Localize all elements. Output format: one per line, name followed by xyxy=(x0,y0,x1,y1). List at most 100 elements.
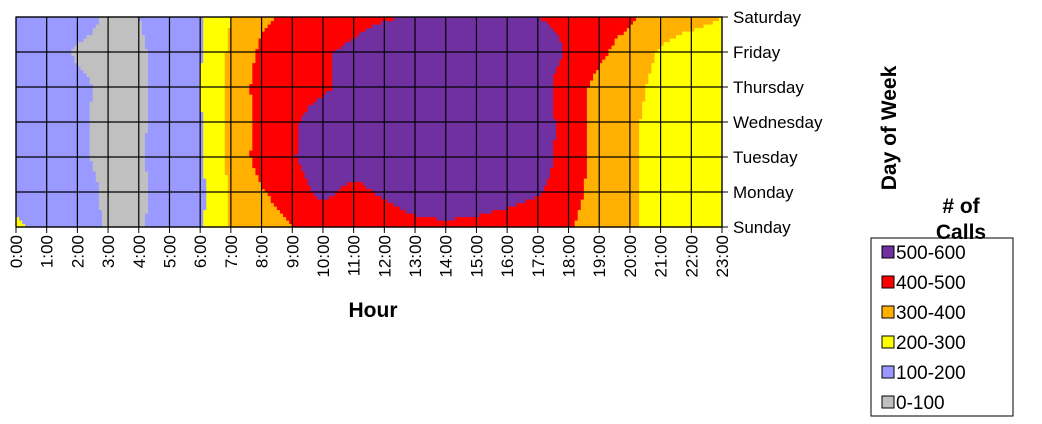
contour-cell xyxy=(645,195,649,200)
contour-cell xyxy=(129,150,134,155)
contour-cell xyxy=(276,171,281,176)
contour-cell xyxy=(111,178,115,183)
contour-cell xyxy=(261,185,266,190)
contour-cell xyxy=(230,185,235,190)
contour-cell xyxy=(712,202,717,207)
contour-cell xyxy=(715,174,720,179)
contour-cell xyxy=(648,209,652,214)
contour-cell xyxy=(691,216,695,221)
contour-cell xyxy=(46,188,51,193)
contour-cell xyxy=(279,181,284,186)
contour-cell xyxy=(224,164,229,169)
contour-cell xyxy=(703,188,708,193)
contour-cell xyxy=(114,164,118,169)
contour-cell xyxy=(565,213,570,218)
contour-cell xyxy=(568,192,573,197)
contour-cell xyxy=(531,195,536,200)
contour-cell xyxy=(160,223,164,228)
contour-cell xyxy=(283,160,287,165)
contour-cell xyxy=(49,146,54,151)
contour-cell xyxy=(55,143,60,148)
contour-cell xyxy=(568,171,573,176)
contour-cell xyxy=(623,202,628,207)
contour-cell xyxy=(49,192,54,197)
contour-cell xyxy=(402,171,407,176)
contour-cell xyxy=(286,188,290,193)
contour-cell xyxy=(433,171,438,176)
contour-cell xyxy=(98,213,103,218)
contour-cell xyxy=(362,195,367,200)
contour-cell xyxy=(77,195,82,200)
contour-cell xyxy=(660,209,665,214)
contour-cell xyxy=(258,185,263,190)
contour-cell xyxy=(181,213,186,218)
contour-cell xyxy=(528,195,533,200)
contour-cell xyxy=(221,213,226,218)
contour-cell xyxy=(98,129,103,134)
contour-cell xyxy=(65,185,69,190)
contour-cell xyxy=(418,174,422,179)
contour-cell xyxy=(654,202,659,207)
contour-cell xyxy=(341,202,346,207)
contour-cell xyxy=(105,192,109,197)
contour-cell xyxy=(34,188,39,193)
contour-cell xyxy=(666,160,671,165)
contour-cell xyxy=(688,164,692,169)
contour-cell xyxy=(98,206,103,211)
contour-cell xyxy=(583,209,588,214)
contour-cell xyxy=(516,202,521,207)
contour-cell xyxy=(666,195,671,200)
contour-cell xyxy=(154,160,158,165)
contour-cell xyxy=(178,220,183,225)
contour-cell xyxy=(154,195,158,200)
contour-cell xyxy=(691,188,695,193)
contour-cell xyxy=(80,129,85,134)
contour-cell xyxy=(237,206,241,211)
contour-cell xyxy=(402,174,407,179)
contour-cell xyxy=(55,188,60,193)
contour-cell xyxy=(83,195,88,200)
contour-cell xyxy=(184,213,189,218)
contour-cell xyxy=(267,216,272,221)
contour-cell xyxy=(92,160,97,165)
contour-cell xyxy=(203,199,207,204)
contour-cell xyxy=(28,139,32,144)
contour-cell xyxy=(470,174,474,179)
contour-cell xyxy=(144,157,149,162)
contour-cell xyxy=(387,185,392,190)
contour-cell xyxy=(80,181,85,186)
contour-cell xyxy=(464,174,468,179)
contour-cell xyxy=(586,220,591,225)
contour-cell xyxy=(436,157,441,162)
contour-cell xyxy=(718,202,723,207)
contour-cell xyxy=(92,178,97,183)
contour-cell xyxy=(233,171,238,176)
contour-cell xyxy=(206,195,210,200)
contour-cell xyxy=(43,223,48,228)
contour-cell xyxy=(43,178,48,183)
contour-cell xyxy=(80,164,85,169)
contour-cell xyxy=(629,185,634,190)
contour-cell xyxy=(175,181,180,186)
contour-cell xyxy=(335,171,339,176)
contour-cell xyxy=(65,181,69,186)
contour-cell xyxy=(307,174,312,179)
contour-cell xyxy=(666,202,671,207)
contour-cell xyxy=(491,157,496,162)
contour-cell xyxy=(430,202,435,207)
contour-cell xyxy=(31,125,36,130)
contour-cell xyxy=(279,199,284,204)
contour-cell xyxy=(602,213,606,218)
contour-cell xyxy=(40,181,45,186)
contour-cell xyxy=(141,199,146,204)
contour-cell xyxy=(22,220,26,225)
contour-cell xyxy=(240,185,244,190)
contour-cell xyxy=(279,171,284,176)
contour-cell xyxy=(372,213,376,218)
contour-cell xyxy=(556,199,560,204)
contour-cell xyxy=(126,139,131,144)
contour-cell xyxy=(365,199,370,204)
contour-cell xyxy=(636,157,640,162)
contour-cell xyxy=(611,181,616,186)
contour-cell xyxy=(212,220,217,225)
